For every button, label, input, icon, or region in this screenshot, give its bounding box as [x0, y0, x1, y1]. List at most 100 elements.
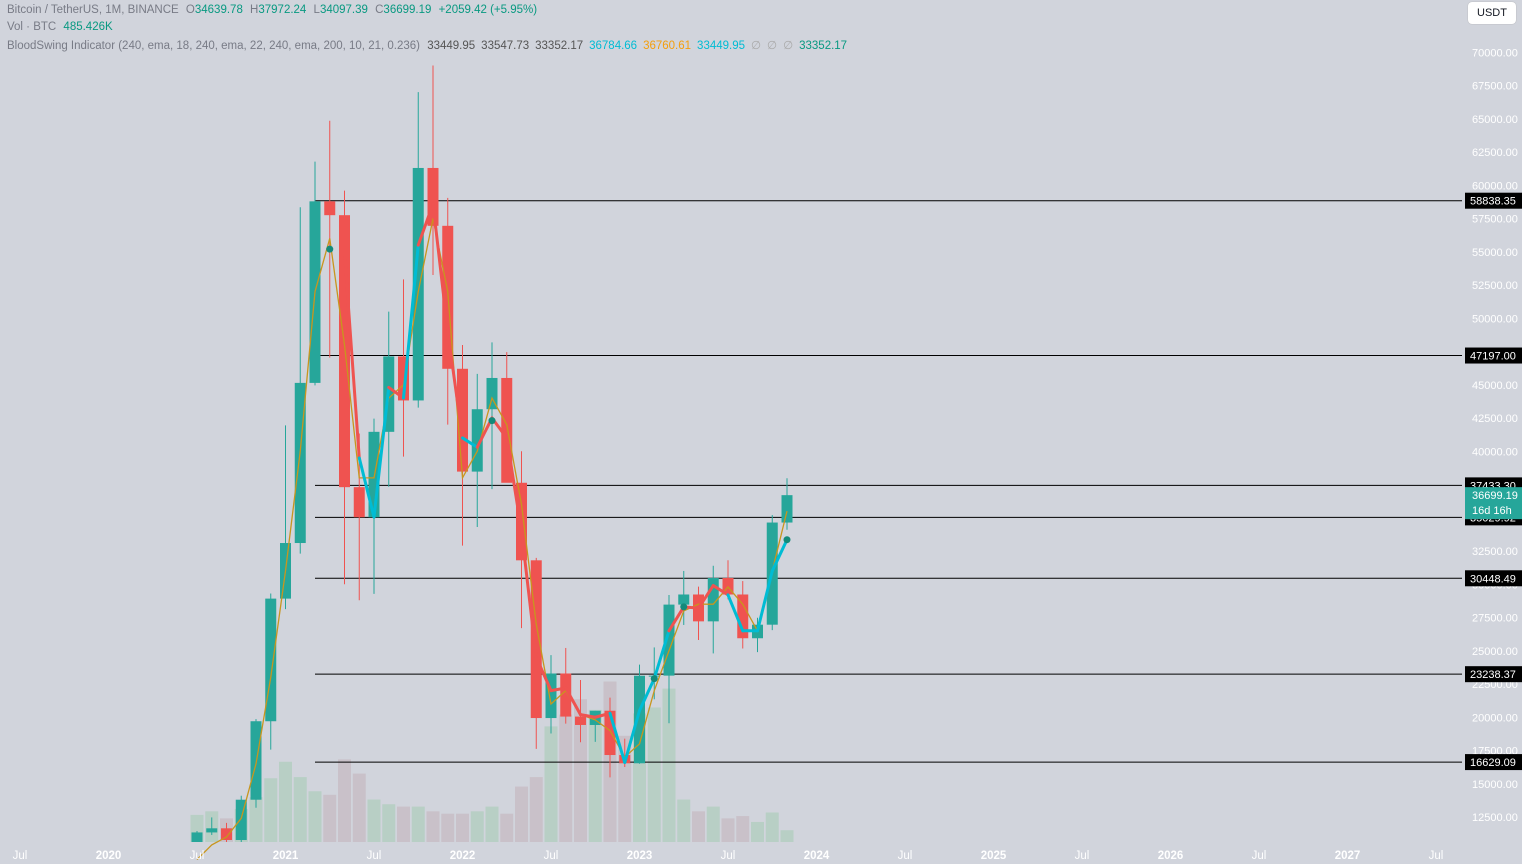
swing-line-segment	[357, 456, 376, 519]
level-price-text: 23238.37	[1470, 669, 1516, 681]
indicator-value: ∅	[783, 40, 794, 52]
price-tick-label: 52500.00	[1472, 280, 1518, 292]
volume-bar	[397, 806, 410, 842]
indicator-value: ∅	[767, 40, 778, 52]
level-price-tag	[1465, 570, 1522, 587]
price-tick-label: 27500.00	[1472, 613, 1518, 625]
volume-bar	[293, 777, 307, 842]
indicator-legend[interactable]: BloodSwing Indicator (240, ema, 18, 240,…	[7, 38, 857, 52]
price-tick-label: 57500.00	[1472, 214, 1518, 226]
swing-line-segment	[652, 629, 671, 681]
candle-body	[634, 675, 645, 764]
volume-bar	[249, 797, 263, 842]
volume-bar	[529, 777, 543, 842]
candle-body	[294, 382, 306, 544]
swing-line-segment	[770, 538, 789, 573]
time-tick-label: 2022	[450, 850, 476, 862]
currency-button[interactable]: USDT	[1468, 2, 1516, 24]
candle-body	[353, 487, 365, 518]
swing-line-segment	[667, 605, 686, 633]
candle-body	[560, 673, 572, 717]
volume-bar	[692, 811, 705, 842]
volume-bar	[588, 709, 602, 842]
time-tick-label: Jul	[190, 850, 205, 862]
swing-dot	[326, 245, 334, 253]
time-tick-label: 2025	[981, 850, 1007, 862]
volume-bar	[559, 714, 573, 842]
candle-body	[457, 368, 468, 472]
time-tick-label: Jul	[1429, 850, 1444, 862]
volume-title: Vol · BTC	[7, 21, 57, 33]
high-label: H37972.24	[250, 4, 307, 16]
swing-line-segment	[756, 569, 774, 633]
level-price-tag	[1465, 666, 1522, 683]
indicator-value: 36760.61	[643, 40, 692, 52]
swing-line-segment	[402, 243, 420, 400]
swing-line-segment	[446, 330, 464, 440]
level-price-text: 47197.00	[1470, 351, 1516, 363]
level-price-tag	[1465, 192, 1522, 209]
current-price-text: 36699.19	[1472, 490, 1518, 502]
time-tick-label: 2023	[627, 850, 653, 862]
swing-line-segment	[505, 436, 523, 533]
price-tick-label: 25000.00	[1472, 646, 1518, 658]
candles	[191, 65, 793, 842]
volume-bar	[780, 830, 794, 842]
horizontal-levels	[315, 200, 1462, 763]
candle-body	[221, 828, 232, 841]
candle-body	[575, 716, 586, 725]
indicator-value: 33449.95	[427, 40, 476, 52]
close-label: C36699.19	[375, 4, 432, 16]
volume-bar	[264, 778, 278, 842]
volume-bar	[441, 813, 455, 842]
level-price-text: 16629.09	[1470, 757, 1516, 769]
volume-legend[interactable]: Vol · BTC 485.426K	[7, 21, 117, 33]
time-tick-label: 2027	[1335, 850, 1361, 862]
price-tick-label: 20000.00	[1472, 712, 1518, 724]
candle-body	[781, 495, 793, 523]
symbol-legend[interactable]: Bitcoin / TetherUS, 1M, BINANCE O34639.7…	[7, 4, 541, 16]
indicator-value: 33547.73	[481, 40, 530, 52]
indicator-value: 36784.66	[589, 40, 638, 52]
time-tick-label: Jul	[544, 850, 559, 862]
swing-line-segment	[623, 709, 641, 764]
swing-line-segment	[416, 202, 435, 247]
swing-line-segment	[726, 593, 745, 633]
price-axis[interactable]: 12500.0015000.0017500.0020000.0022500.00…	[1465, 47, 1522, 824]
volume-bar	[765, 812, 779, 842]
time-tick-label: Jul	[898, 850, 913, 862]
volume-bar	[411, 806, 425, 842]
price-tick-label: 45000.00	[1472, 380, 1518, 392]
volume-bar	[677, 799, 691, 842]
level-price-text: 58838.35	[1470, 196, 1516, 208]
low-label: L34097.39	[313, 4, 368, 16]
time-tick-label: 2021	[273, 850, 299, 862]
swing-line-segment	[549, 686, 568, 693]
time-tick-label: 2026	[1158, 850, 1184, 862]
indicator-lines	[196, 202, 791, 861]
indicator-values: 33449.95 33547.73 33352.17 36784.66 36760.61…	[427, 40, 853, 52]
swing-dot	[783, 536, 791, 544]
symbol-title: Bitcoin / TetherUS, 1M, BINANCE	[7, 4, 179, 16]
volume-bar	[662, 688, 676, 842]
open-label: O34639.78	[185, 4, 243, 16]
price-tick-label: 62500.00	[1472, 147, 1518, 159]
volume-bar	[721, 818, 735, 842]
time-axis[interactable]: Jul 2020 Jul 2021 Jul 2022 Jul 2023 Jul 2024 Jul 20…	[13, 850, 1444, 862]
volume-bar	[308, 791, 322, 842]
time-tick-label: Jul	[13, 850, 28, 862]
price-tick-label: 50000.00	[1472, 313, 1518, 325]
swing-line-segment	[431, 202, 450, 334]
level-price-tag	[1465, 754, 1522, 771]
time-tick-label: 2024	[804, 850, 830, 862]
time-tick-label: 2020	[96, 850, 122, 862]
swing-line-segment	[593, 711, 612, 719]
swing-line-segment	[579, 713, 597, 719]
indicator-value: 33352.17	[799, 40, 848, 52]
current-price-tag	[1465, 487, 1522, 520]
candle-body	[530, 560, 542, 719]
volume-bar	[574, 699, 587, 842]
swing-line-segment	[638, 677, 656, 713]
volume-bar	[352, 773, 366, 842]
